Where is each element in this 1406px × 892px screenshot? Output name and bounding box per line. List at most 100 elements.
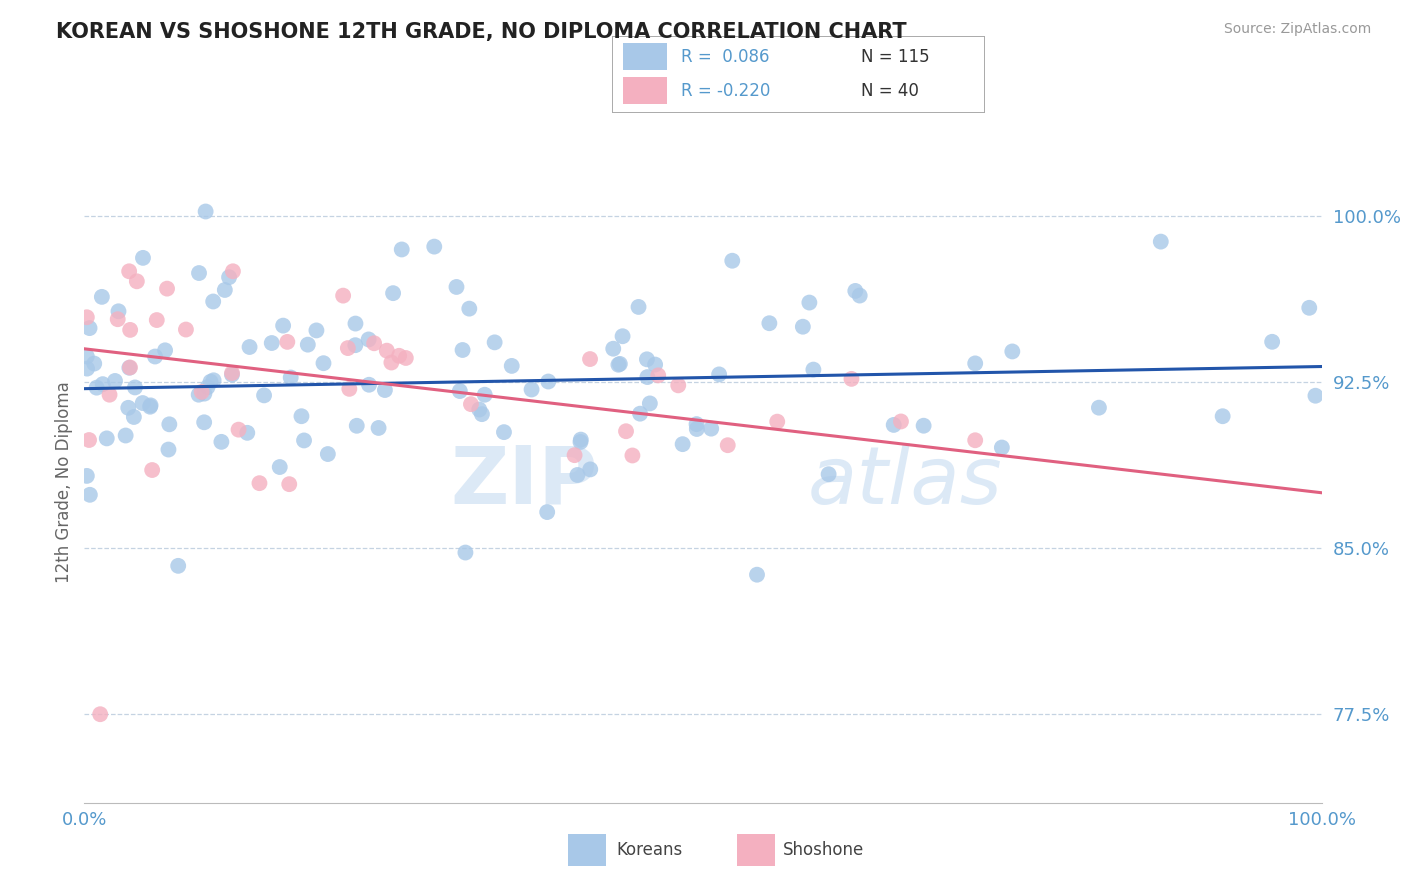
- Text: N = 115: N = 115: [862, 47, 929, 65]
- FancyBboxPatch shape: [737, 833, 775, 865]
- Point: [337, 382, 360, 396]
- Point: [380, 355, 402, 369]
- Point: [76, 469, 98, 483]
- Point: [236, 425, 259, 440]
- Point: [221, 366, 243, 380]
- Point: [745, 567, 768, 582]
- Point: [316, 447, 339, 461]
- Point: [187, 387, 209, 401]
- Point: [569, 433, 592, 447]
- Point: [249, 476, 271, 491]
- Point: [965, 434, 987, 448]
- Point: [290, 409, 312, 424]
- Point: [346, 418, 368, 433]
- Point: [76, 350, 98, 364]
- Point: [132, 251, 155, 265]
- Point: [83, 357, 105, 371]
- Point: [98, 387, 121, 401]
- Point: [193, 386, 215, 401]
- Point: [188, 266, 211, 280]
- Point: [607, 358, 630, 372]
- Point: [89, 707, 111, 722]
- Point: [721, 253, 744, 268]
- Point: [1305, 389, 1327, 403]
- Point: [228, 423, 250, 437]
- Point: [222, 264, 245, 278]
- Point: [423, 239, 446, 253]
- Point: [1212, 409, 1234, 424]
- Point: [167, 558, 190, 573]
- Point: [564, 448, 586, 462]
- Point: [454, 545, 477, 559]
- Point: [278, 477, 301, 491]
- Point: [636, 370, 658, 384]
- Point: [157, 442, 180, 457]
- Point: [446, 280, 468, 294]
- Point: [458, 301, 481, 316]
- Point: [276, 334, 298, 349]
- Point: [363, 336, 385, 351]
- Point: [271, 318, 294, 333]
- Point: [636, 352, 658, 367]
- Point: [841, 372, 863, 386]
- Point: [638, 396, 661, 410]
- Y-axis label: 12th Grade, No Diploma: 12th Grade, No Diploma: [55, 381, 73, 582]
- Point: [520, 383, 543, 397]
- Point: [449, 384, 471, 398]
- FancyBboxPatch shape: [623, 78, 668, 104]
- Point: [200, 375, 222, 389]
- Point: [451, 343, 474, 357]
- Point: [118, 360, 141, 375]
- Point: [79, 488, 101, 502]
- Point: [375, 343, 398, 358]
- Point: [156, 282, 179, 296]
- Point: [146, 313, 169, 327]
- Point: [125, 274, 148, 288]
- Point: [471, 407, 494, 421]
- Point: [844, 284, 866, 298]
- Point: [139, 398, 162, 412]
- Point: [685, 417, 707, 431]
- Point: [122, 409, 145, 424]
- Point: [569, 434, 592, 449]
- Point: [614, 424, 637, 438]
- Point: [86, 381, 108, 395]
- Point: [621, 449, 644, 463]
- Text: atlas: atlas: [808, 442, 1002, 521]
- Point: [1298, 301, 1320, 315]
- Point: [666, 378, 689, 392]
- Point: [141, 463, 163, 477]
- Point: [1001, 344, 1024, 359]
- Point: [388, 349, 411, 363]
- Point: [803, 362, 825, 376]
- Text: Koreans: Koreans: [616, 840, 683, 859]
- Point: [332, 288, 354, 302]
- Point: [912, 418, 935, 433]
- Point: [79, 321, 101, 335]
- Text: KOREAN VS SHOSHONE 12TH GRADE, NO DIPLOMA CORRELATION CHART: KOREAN VS SHOSHONE 12TH GRADE, NO DIPLOM…: [56, 22, 907, 42]
- Point: [700, 422, 723, 436]
- Point: [197, 380, 219, 394]
- Point: [707, 368, 730, 382]
- Point: [76, 361, 98, 376]
- Point: [218, 270, 240, 285]
- Text: Shoshone: Shoshone: [783, 840, 865, 859]
- Point: [602, 342, 624, 356]
- Point: [357, 377, 380, 392]
- Point: [579, 462, 602, 476]
- Point: [131, 396, 153, 410]
- FancyBboxPatch shape: [568, 833, 606, 865]
- Point: [269, 460, 291, 475]
- Point: [501, 359, 523, 373]
- Point: [253, 388, 276, 402]
- Point: [91, 377, 114, 392]
- Point: [104, 374, 127, 388]
- Point: [90, 290, 112, 304]
- Point: [153, 343, 176, 358]
- Text: R = -0.220: R = -0.220: [681, 82, 770, 100]
- Point: [114, 428, 136, 442]
- Point: [382, 286, 405, 301]
- Point: [336, 341, 359, 355]
- Point: [139, 400, 162, 414]
- Point: [1088, 401, 1111, 415]
